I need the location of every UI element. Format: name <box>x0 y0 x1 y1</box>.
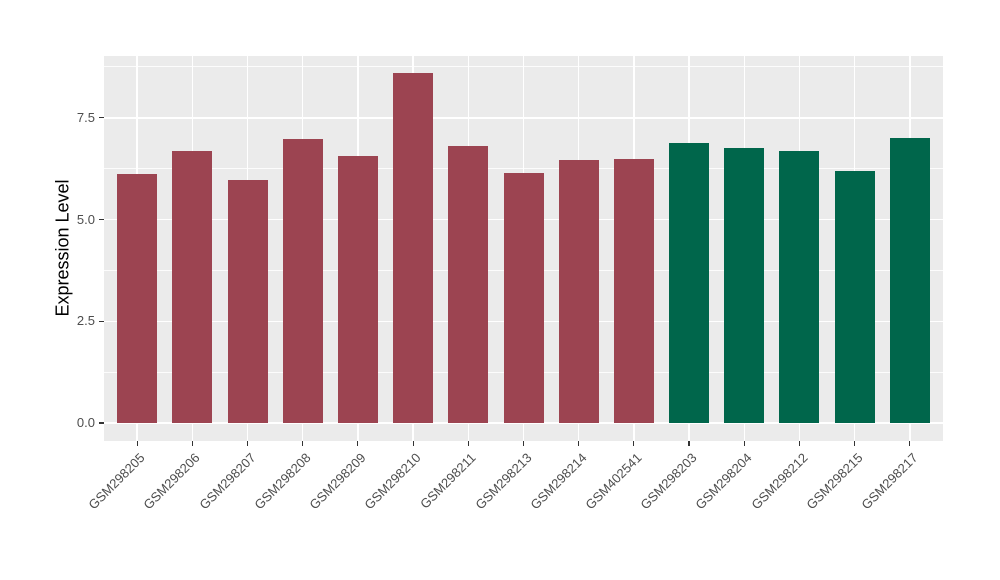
x-tick-label: GSM298211 <box>417 450 479 512</box>
x-tick-mark <box>136 441 138 446</box>
bar-GSM298205 <box>117 174 158 423</box>
y-tick-mark <box>99 320 104 322</box>
x-tick-label: GSM298215 <box>803 450 866 513</box>
x-tick-mark <box>522 441 525 446</box>
x-tick-label: GSM298209 <box>306 450 369 513</box>
x-tick-label: GSM298212 <box>747 450 811 513</box>
x-tick-label: GSM298207 <box>195 450 259 513</box>
y-tick-mark <box>99 218 104 221</box>
bar-GSM298215 <box>834 171 875 423</box>
bar-GSM298204 <box>724 147 765 423</box>
y-tick-label: 5.0 <box>76 211 95 227</box>
bar-GSM298208 <box>282 138 323 423</box>
x-tick-label: GSM298208 <box>251 450 314 513</box>
y-tick-label: 0.0 <box>76 415 95 430</box>
bar-GSM298211 <box>448 145 489 423</box>
x-tick-label: GSM298214 <box>527 450 590 513</box>
x-tick-mark <box>578 441 580 446</box>
x-tick-mark <box>412 441 414 446</box>
x-tick-label: GSM298210 <box>361 450 424 513</box>
x-tick-mark <box>688 441 690 446</box>
bar-GSM298209 <box>337 156 378 423</box>
bar-GSM298207 <box>227 180 268 423</box>
x-tick-mark <box>302 441 304 446</box>
x-tick-mark <box>246 441 249 446</box>
x-tick-label: GSM298213 <box>471 450 535 513</box>
x-tick-label: GSM298217 <box>858 450 921 513</box>
x-tick-label: GSM298206 <box>140 450 203 513</box>
x-tick-mark <box>633 441 635 446</box>
bar-GSM298206 <box>172 151 213 423</box>
x-tick-mark <box>743 441 745 446</box>
bar-GSM402541 <box>613 159 654 423</box>
bar-GSM298203 <box>669 142 710 423</box>
x-tick-mark <box>467 441 469 446</box>
x-tick-mark <box>909 441 911 446</box>
bar-GSM298214 <box>558 160 599 423</box>
bar-GSM298210 <box>393 72 434 423</box>
x-tick-label: GSM298205 <box>85 450 148 513</box>
x-tick-label: GSM298203 <box>637 450 700 513</box>
plot-panel <box>104 56 943 441</box>
x-tick-label: GSM298204 <box>692 450 755 513</box>
y-tick-mark <box>99 117 104 119</box>
bar-GSM298212 <box>779 151 820 423</box>
y-tick-label: 7.5 <box>76 109 95 125</box>
bar-GSM298217 <box>889 138 930 423</box>
x-tick-mark <box>854 441 856 446</box>
y-axis-title: Expression Level <box>52 179 73 317</box>
x-tick-mark <box>357 441 359 446</box>
y-tick-label: 2.5 <box>76 313 95 329</box>
bar-GSM298213 <box>503 173 544 423</box>
x-tick-mark <box>798 441 801 446</box>
x-tick-label: GSM402541 <box>582 450 645 513</box>
x-tick-mark <box>191 441 193 446</box>
y-tick-mark <box>99 422 104 424</box>
